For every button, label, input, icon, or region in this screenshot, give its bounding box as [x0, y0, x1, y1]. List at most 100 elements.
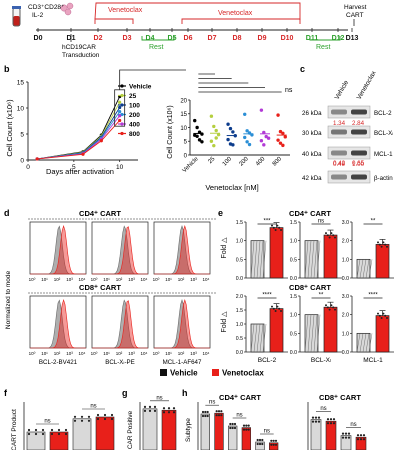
- flow-x-tick-label: 10¹: [165, 277, 172, 282]
- dot-x-tick-label: 800: [272, 156, 284, 168]
- fold-dot: [272, 307, 275, 310]
- venetoclax-bracket-1: [94, 18, 134, 24]
- bottom-ns-label: ns: [156, 395, 162, 401]
- flow-x-tick-label: 10⁴: [79, 351, 86, 356]
- bottom-dot: [317, 420, 321, 423]
- growth-point: [118, 118, 122, 123]
- bottom-dot: [162, 407, 166, 410]
- wb-col-label: Venetoclax: [356, 69, 378, 101]
- bottom-dot: [217, 410, 221, 413]
- fold-y-tick-label: 2.0: [342, 313, 349, 319]
- fold-bar-venetoclax: [269, 227, 284, 279]
- bottom-dot: [167, 407, 171, 410]
- fold-dot: [332, 234, 335, 237]
- blood-tube-icon: [12, 6, 21, 27]
- fold-y-tick-label: 2.0: [236, 294, 243, 300]
- venetoclax-histogram: [154, 224, 210, 275]
- growth-legend-label: 200: [129, 112, 140, 119]
- dot-point: [247, 142, 252, 147]
- dot-point: [200, 140, 204, 144]
- bottom-dot: [242, 424, 246, 427]
- fold-dot: [274, 229, 277, 231]
- bottom-dot: [41, 432, 45, 436]
- fold-bar-hatch: [307, 240, 312, 279]
- bottom-dot: [215, 410, 218, 413]
- bottom-bar-vehicle: [200, 413, 210, 450]
- dot-xlabel: Venetoclax [nM]: [205, 183, 258, 192]
- bottom-dot: [317, 416, 321, 419]
- bottom-dot: [311, 416, 315, 419]
- fold-bar-hatch: [307, 314, 312, 353]
- bottom-ns-label: ns: [350, 422, 356, 428]
- panel-letter-g: g: [122, 388, 128, 398]
- day-label: D12: [332, 35, 345, 42]
- bottom-ns-label: ns: [209, 400, 215, 406]
- bottom-dot: [148, 405, 152, 408]
- fold-bar-hatch: [259, 240, 264, 279]
- flow-x-tick-label: 10⁰: [153, 351, 160, 356]
- legend-label: Venetoclax: [222, 369, 264, 378]
- dot-point: [209, 114, 214, 118]
- rest-bracket-2: [309, 36, 341, 41]
- fold-bar-hatch: [262, 240, 267, 279]
- fold-bar-hatch: [256, 240, 261, 279]
- dot-point: [245, 129, 249, 133]
- bottom-dot: [314, 416, 318, 419]
- bottom-ns-label: ns: [90, 404, 96, 410]
- bottom-dot: [87, 415, 91, 418]
- flow-x-tick-label: 10⁰: [29, 277, 36, 282]
- growth-y-tick-label: 15: [17, 80, 25, 87]
- bottom-dot: [73, 415, 77, 418]
- fold-y-tick-label: 1.5: [236, 308, 243, 314]
- wb-band: [331, 174, 347, 180]
- bottom-panels: CART Product ns ns CAR Positive ns Subtype ns n…: [11, 393, 367, 450]
- dot-point: [276, 113, 280, 117]
- fold-bar-hatch: [362, 259, 367, 279]
- fold-bar-hatch: [310, 314, 315, 353]
- venetoclax-histogram: [92, 300, 148, 349]
- bottom-ns-label: ns: [264, 429, 270, 435]
- bottom-bar-venetoclax: [49, 431, 69, 450]
- dot-point: [245, 140, 249, 144]
- bottom-dot: [311, 420, 315, 423]
- bottom-dot: [217, 414, 221, 417]
- venetoclax-bracket-2: [181, 18, 301, 24]
- growth-legend-label: 25: [129, 93, 137, 100]
- growth-series-line: [37, 102, 121, 160]
- fold-y-tick-label: 0.5: [290, 257, 297, 263]
- bottom-dot: [201, 410, 205, 414]
- bottom-dot: [242, 428, 246, 431]
- dot-x-tick-label: 400: [255, 156, 267, 168]
- bottom-dot: [233, 426, 237, 430]
- flow-x-tick-label: 10¹: [103, 351, 110, 356]
- fold-y-tick-label: 1.0: [342, 257, 349, 263]
- bottom-bar-venetoclax: [214, 412, 224, 450]
- bottom-dot: [50, 432, 54, 436]
- bottom-bar-venetoclax: [325, 420, 337, 450]
- day-label: D3: [123, 35, 132, 42]
- bottom-dot: [50, 428, 54, 432]
- growth-legend-marker: [120, 122, 124, 126]
- bottom-dot: [344, 436, 348, 439]
- fold-dot: [378, 314, 381, 317]
- fold-sig-label: ns: [318, 219, 324, 225]
- bottom-dot: [172, 411, 176, 414]
- fold-y-tick-label: 1.5: [290, 220, 297, 226]
- flow-x-tick-label: 10²: [178, 351, 185, 356]
- dot-x-tick-label: 100: [222, 156, 234, 168]
- fold-y-tick-label: 0.0: [236, 276, 243, 282]
- flow-x-tick-label: 10⁰: [91, 351, 98, 356]
- fold-bar-venetoclax: [269, 308, 284, 353]
- dot-point: [195, 134, 199, 138]
- bottom-dot: [314, 420, 318, 423]
- wb-quant-label: 1.34: [333, 120, 346, 127]
- fold-col-label: BCL-Xₗ: [311, 357, 331, 364]
- bottom-ylabel: CART Product: [11, 409, 18, 450]
- day-label: D10: [281, 35, 294, 42]
- wb-lane-bg: [327, 125, 371, 139]
- dot-point: [264, 134, 268, 139]
- fold-y-tick-label: 0.0: [290, 276, 297, 282]
- bottom-dot: [270, 443, 273, 446]
- fold-bar-hatch: [259, 323, 264, 353]
